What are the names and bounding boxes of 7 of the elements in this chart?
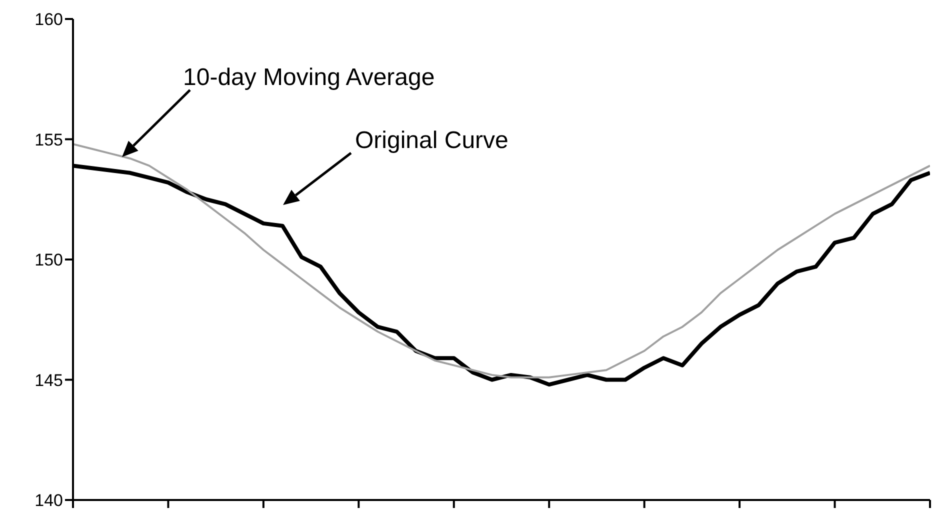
y-tick-label: 160 bbox=[34, 10, 63, 30]
y-tick-label: 140 bbox=[34, 491, 63, 510]
text: Original Curve bbox=[355, 127, 508, 154]
text: 10-day Moving Average bbox=[183, 64, 435, 91]
y-tick-label: 150 bbox=[34, 250, 63, 270]
y-tick-label: 155 bbox=[34, 130, 63, 150]
y-tick-label: 145 bbox=[34, 370, 63, 390]
